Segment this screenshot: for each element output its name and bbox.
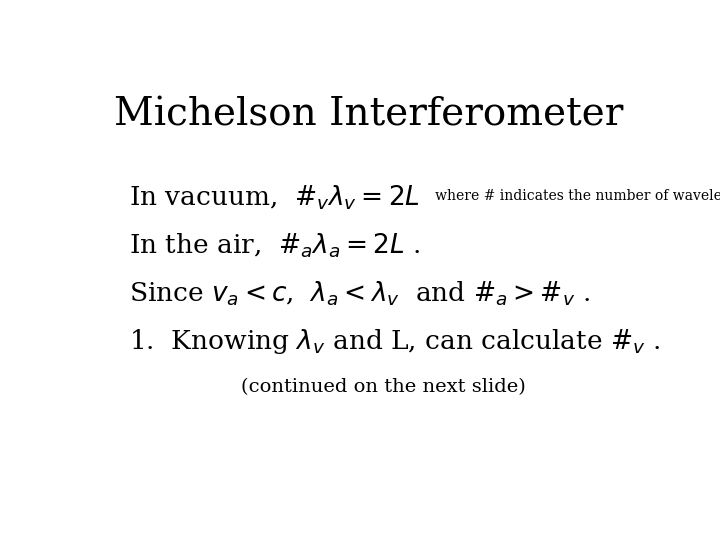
Text: Michelson Interferometer: Michelson Interferometer: [114, 96, 624, 133]
Text: In the air,  $\#_{a}\lambda_{a} = 2L$ .: In the air, $\#_{a}\lambda_{a} = 2L$ .: [129, 232, 420, 260]
Text: (continued on the next slide): (continued on the next slide): [240, 378, 526, 396]
Text: In vacuum,  $\#_{v}\lambda_{v} = 2L$: In vacuum, $\#_{v}\lambda_{v} = 2L$: [129, 184, 420, 212]
Text: where # indicates the number of wavelengths.: where # indicates the number of waveleng…: [422, 189, 720, 203]
Text: 1.  Knowing $\lambda_{v}$ and L, can calculate $\#_{v}$ .: 1. Knowing $\lambda_{v}$ and L, can calc…: [129, 327, 660, 356]
Text: Since $v_{a} < c$,  $\lambda_{a} < \lambda_{v}$  and $\#_{a} > \#_{v}$ .: Since $v_{a} < c$, $\lambda_{a} < \lambd…: [129, 279, 590, 308]
